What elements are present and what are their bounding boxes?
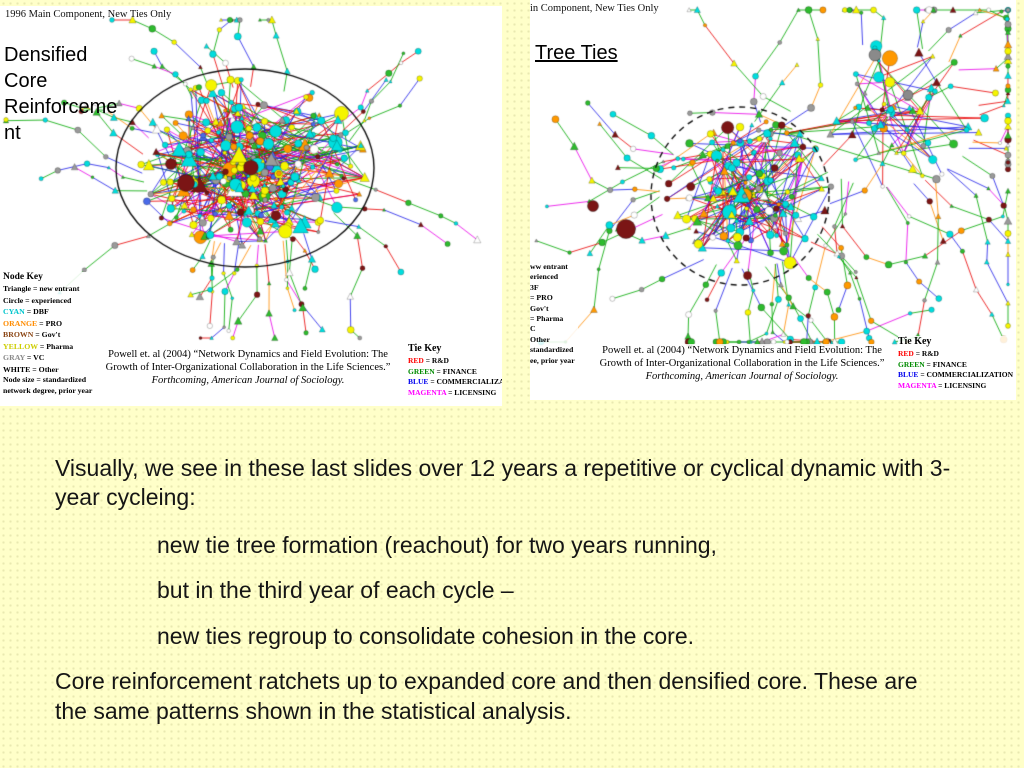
citation-text: Powell et. al (2004) “Network Dynamics a… bbox=[105, 349, 391, 374]
node-key-legend: Node Key Triangle = new entrant Circle =… bbox=[3, 272, 115, 396]
node-key-clipped: ww entrant erienced 3F = PRO Gov't = Pha… bbox=[530, 262, 578, 367]
node-key-entry: Triangle = new entrant bbox=[3, 283, 115, 295]
node-key-term: YELLOW bbox=[3, 341, 38, 351]
node-key-def: = DBF bbox=[24, 307, 49, 316]
tie-key-def: = COMMERCIALIZATION bbox=[918, 370, 1013, 379]
tie-key-title: Tie Key bbox=[408, 343, 442, 354]
body-intro: Visually, we see in these last slides ov… bbox=[55, 455, 951, 511]
tie-key-def: = LICENSING bbox=[446, 387, 497, 397]
panel-header-tree-ties: in Component, New Ties Only bbox=[530, 3, 659, 14]
node-key-def: = new entrant bbox=[31, 284, 80, 293]
node-key-fragment: ee, prior year bbox=[530, 355, 575, 365]
node-key-fragment: C bbox=[530, 324, 536, 334]
node-key-term: Node size bbox=[3, 375, 35, 384]
tie-key-legend-1996: Tie Key RED = R&D GREEN = FINANCE BLUE =… bbox=[408, 343, 502, 398]
node-key-entry: ORANGE = PRO bbox=[3, 318, 115, 330]
node-key-entry: BROWN = Gov't bbox=[3, 329, 115, 341]
node-key-term: BROWN bbox=[3, 330, 34, 339]
node-key-term: CYAN bbox=[3, 307, 25, 316]
tie-key-def: = LICENSING bbox=[936, 380, 987, 390]
tie-key-entry: BLUE = COMMERCIALIZATION bbox=[408, 377, 502, 388]
body-point-1: new tie tree formation (reachout) for tw… bbox=[157, 531, 717, 558]
tie-key-term: BLUE bbox=[408, 377, 429, 386]
citation-1996: Powell et. al (2004) “Network Dynamics a… bbox=[98, 348, 398, 388]
node-key-entry: GRAY = VC bbox=[3, 352, 115, 364]
tie-key-term: RED bbox=[898, 349, 914, 358]
tree-ties-label: Tree Ties bbox=[535, 42, 618, 64]
tie-key-entry: MAGENTA = LICENSING bbox=[408, 388, 502, 399]
tie-key-term: BLUE bbox=[898, 370, 919, 379]
tie-key-term: GREEN bbox=[408, 366, 435, 376]
node-key-entry: WHITE = Other bbox=[3, 364, 115, 376]
node-key-def: = Pharma bbox=[37, 341, 74, 351]
node-key-entry: CYAN = DBF bbox=[3, 306, 115, 318]
tie-key-term: MAGENTA bbox=[408, 387, 447, 397]
node-key-entry: Node size = standardized network degree,… bbox=[3, 375, 115, 396]
tie-key-entry: RED = R&D bbox=[408, 356, 502, 367]
slide-body-text: Visually, we see in these last slides ov… bbox=[55, 454, 985, 742]
tie-key-entry: BLUE = COMMERCIALIZATION bbox=[898, 370, 1013, 381]
panel-main-component-tree-ties: in Component, New Ties Only Tree Ties ww… bbox=[530, 0, 1016, 400]
tie-key-entry: GREEN = FINANCE bbox=[408, 367, 502, 378]
node-key-term: GRAY bbox=[3, 353, 25, 362]
panel-header-1996: 1996 Main Component, New Ties Only bbox=[5, 9, 172, 20]
tie-key-def: = FINANCE bbox=[924, 359, 967, 369]
densified-core-reinforcement-label: Densified Core Reinforcement bbox=[4, 44, 118, 144]
node-key-def: = Other bbox=[30, 364, 59, 374]
tie-key-def: = R&D bbox=[913, 349, 939, 358]
node-key-term: WHITE bbox=[3, 364, 31, 374]
tie-key-def: = FINANCE bbox=[434, 366, 477, 376]
citation-text: Powell et. al (2004) “Network Dynamics a… bbox=[599, 345, 885, 370]
node-key-term: ORANGE bbox=[3, 318, 38, 328]
node-key-fragment: = PRO bbox=[530, 293, 553, 303]
node-key-term: Circle bbox=[3, 295, 24, 305]
body-point-2: but in the third year of each cycle – bbox=[157, 577, 514, 604]
node-key-fragment: 3F bbox=[530, 282, 539, 292]
node-key-def: = PRO bbox=[37, 318, 63, 328]
tie-key-term: RED bbox=[408, 356, 424, 365]
citation-tree-ties: Powell et. al (2004) “Network Dynamics a… bbox=[592, 344, 892, 384]
node-key-entry: Circle = experienced bbox=[3, 295, 115, 307]
node-key-def: = VC bbox=[24, 353, 45, 362]
tie-key-title: Tie Key bbox=[898, 336, 932, 347]
node-key-fragment: = Pharma bbox=[530, 314, 564, 324]
node-key-def: = Gov't bbox=[33, 330, 61, 339]
node-key-fragment: Gov't bbox=[530, 303, 549, 313]
citation-journal: Forthcoming, American Journal of Sociolo… bbox=[645, 371, 839, 383]
tie-key-term: GREEN bbox=[898, 359, 925, 369]
node-key-fragment: ww entrant bbox=[530, 262, 568, 271]
node-key-def: = experienced bbox=[23, 295, 72, 305]
node-key-fragment: Other bbox=[530, 334, 550, 344]
tie-key-def: = COMMERCIALIZATION bbox=[430, 377, 502, 386]
citation-journal: Forthcoming, American Journal of Sociolo… bbox=[151, 375, 345, 387]
body-point-3: new ties regroup to consolidate cohesion… bbox=[157, 622, 694, 649]
tie-key-def: = R&D bbox=[423, 356, 449, 365]
tie-key-entry: GREEN = FINANCE bbox=[898, 360, 1013, 371]
tie-key-term: MAGENTA bbox=[898, 380, 937, 390]
tie-key-entry: MAGENTA = LICENSING bbox=[898, 381, 1013, 392]
node-key-entry: YELLOW = Pharma bbox=[3, 341, 115, 353]
node-key-fragment: standardized bbox=[530, 345, 574, 355]
node-key-fragment: erienced bbox=[530, 272, 559, 282]
body-conclusion: Core reinforcement ratchets up to expand… bbox=[55, 668, 918, 724]
node-key-title: Node Key bbox=[3, 272, 43, 282]
panel-1996-main-component: 1996 Main Component, New Ties Only Densi… bbox=[0, 6, 502, 406]
node-key-term: Triangle bbox=[3, 284, 32, 293]
tie-key-legend-tree-ties: Tie Key RED = R&D GREEN = FINANCE BLUE =… bbox=[898, 336, 1013, 391]
node-key-def: = standardized network degree, prior yea… bbox=[3, 375, 93, 395]
tie-key-entry: RED = R&D bbox=[898, 349, 1013, 360]
network-graph-tree-ties bbox=[530, 0, 1016, 400]
